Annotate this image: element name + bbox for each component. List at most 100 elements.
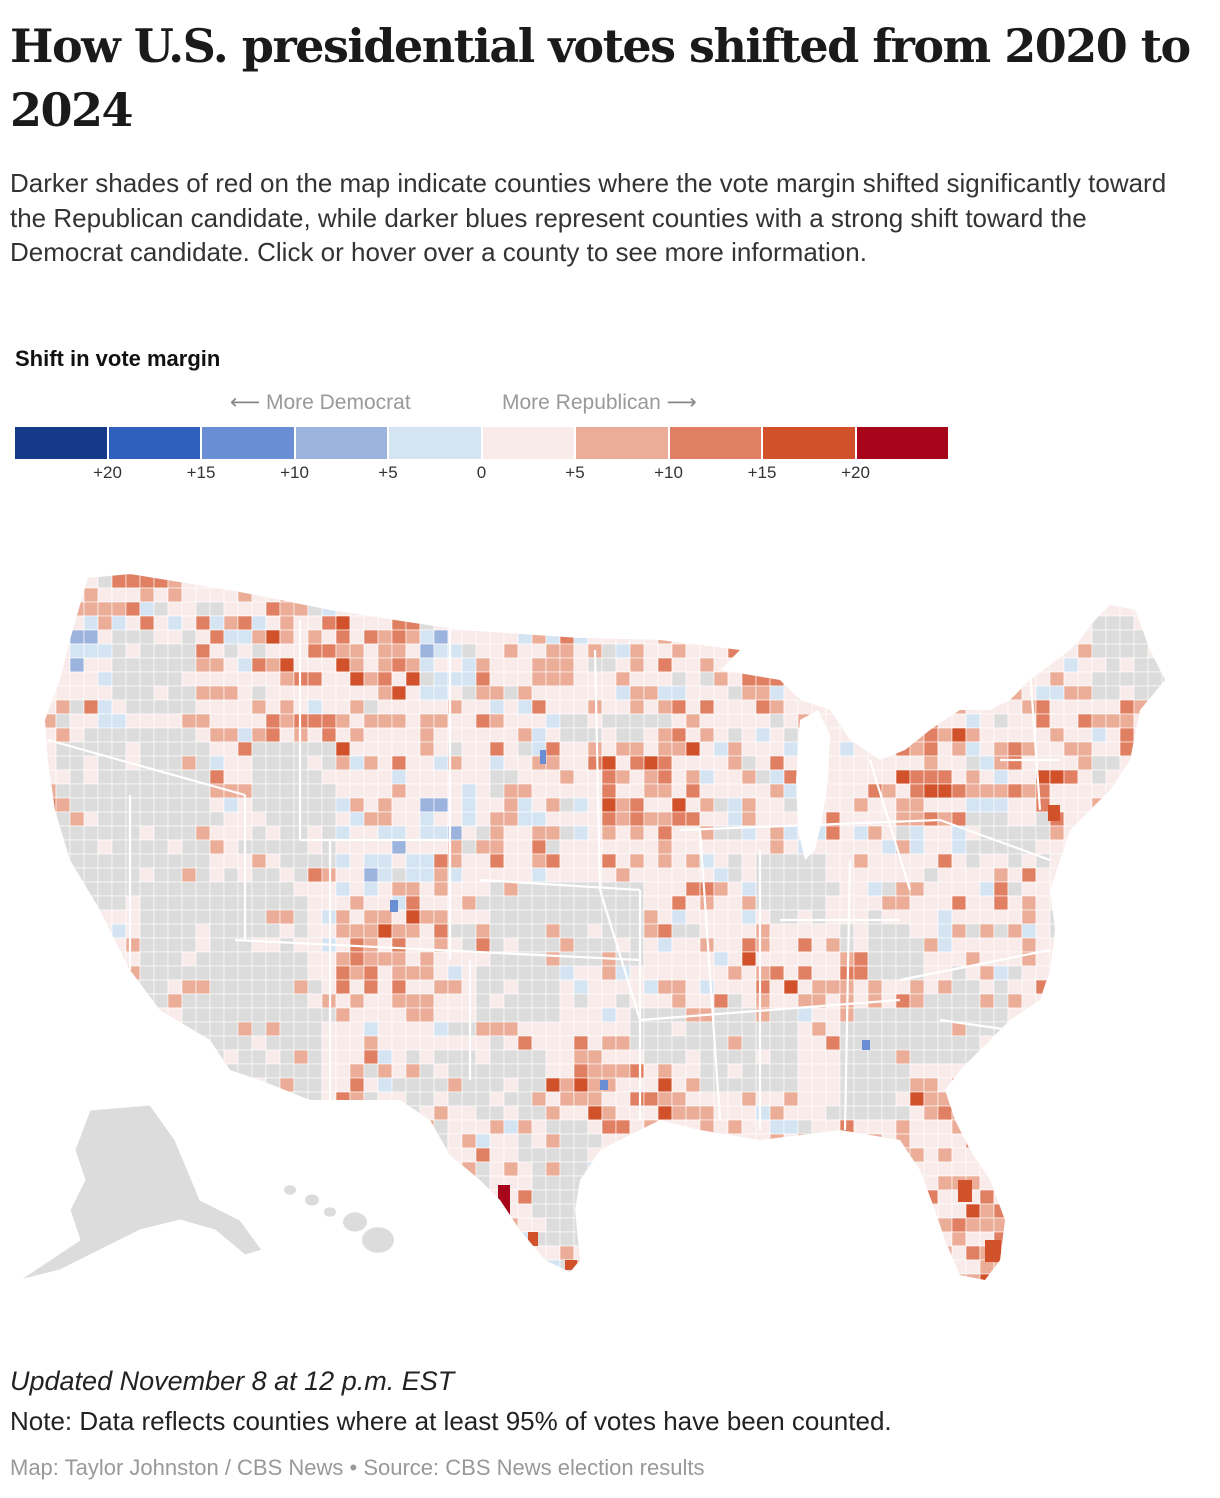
county[interactable] <box>1021 797 1037 813</box>
county[interactable] <box>727 615 743 631</box>
county[interactable] <box>1147 1007 1163 1023</box>
county[interactable] <box>545 783 561 799</box>
county[interactable] <box>979 657 995 673</box>
county[interactable] <box>685 1189 701 1205</box>
county[interactable] <box>153 895 169 911</box>
county[interactable] <box>83 615 99 631</box>
county[interactable] <box>14 1260 28 1274</box>
county[interactable] <box>1063 1203 1079 1219</box>
county[interactable] <box>1021 867 1037 883</box>
county[interactable] <box>601 1147 617 1163</box>
county[interactable] <box>559 867 575 883</box>
county[interactable] <box>615 601 631 617</box>
county[interactable] <box>237 560 253 575</box>
county[interactable] <box>335 1035 351 1051</box>
county[interactable] <box>28 686 42 700</box>
county[interactable] <box>28 868 42 882</box>
county[interactable] <box>503 574 519 589</box>
county[interactable] <box>643 741 659 757</box>
county[interactable] <box>993 797 1009 813</box>
county[interactable] <box>587 1133 603 1149</box>
county[interactable] <box>517 713 533 729</box>
county[interactable] <box>42 560 57 575</box>
county[interactable] <box>1049 965 1065 981</box>
county[interactable] <box>881 727 897 743</box>
county[interactable] <box>615 783 631 799</box>
county[interactable] <box>783 1007 799 1023</box>
county[interactable] <box>531 923 547 939</box>
county[interactable] <box>517 825 533 841</box>
county[interactable] <box>587 601 603 617</box>
county[interactable] <box>181 755 197 771</box>
county[interactable] <box>1077 685 1093 701</box>
county[interactable] <box>475 1189 491 1205</box>
county[interactable] <box>1035 574 1051 589</box>
county[interactable] <box>1147 727 1163 743</box>
county[interactable] <box>643 615 659 631</box>
county[interactable] <box>224 1288 238 1300</box>
county[interactable] <box>1092 1288 1106 1300</box>
county[interactable] <box>657 685 673 701</box>
county[interactable] <box>0 854 14 868</box>
county[interactable] <box>671 951 687 967</box>
county[interactable] <box>755 1147 771 1163</box>
county[interactable] <box>1049 1077 1065 1093</box>
county[interactable] <box>447 1035 463 1051</box>
county[interactable] <box>1147 923 1163 939</box>
county[interactable] <box>601 671 617 687</box>
county[interactable] <box>433 1203 449 1219</box>
county[interactable] <box>405 643 421 659</box>
county[interactable] <box>881 1119 897 1135</box>
county[interactable] <box>923 601 939 617</box>
county[interactable] <box>1021 1119 1037 1135</box>
county[interactable] <box>349 965 365 981</box>
county[interactable] <box>783 1217 799 1233</box>
county[interactable] <box>391 923 407 939</box>
county[interactable] <box>125 853 141 869</box>
county[interactable] <box>699 965 715 981</box>
county[interactable] <box>1063 713 1079 729</box>
county[interactable] <box>517 1007 533 1023</box>
county[interactable] <box>42 993 57 1009</box>
county[interactable] <box>853 1189 869 1205</box>
county[interactable] <box>531 657 547 673</box>
county[interactable] <box>125 1063 141 1079</box>
county[interactable] <box>1007 560 1023 575</box>
county[interactable] <box>937 993 953 1009</box>
county[interactable] <box>615 727 631 743</box>
county[interactable] <box>839 741 855 757</box>
county[interactable] <box>391 727 407 743</box>
county[interactable] <box>1021 1217 1037 1233</box>
county[interactable] <box>657 1021 673 1037</box>
county[interactable] <box>195 560 211 575</box>
county[interactable] <box>405 601 421 617</box>
county[interactable] <box>811 1091 827 1107</box>
county[interactable] <box>811 560 827 575</box>
county[interactable] <box>671 979 687 995</box>
county[interactable] <box>475 1091 491 1107</box>
county[interactable] <box>1021 895 1037 911</box>
county[interactable] <box>237 727 253 743</box>
county[interactable] <box>209 1077 225 1093</box>
county[interactable] <box>167 1077 183 1093</box>
county[interactable] <box>223 643 239 659</box>
county[interactable] <box>727 1105 743 1121</box>
county[interactable] <box>615 741 631 757</box>
county[interactable] <box>1190 1148 1204 1162</box>
county[interactable] <box>265 1119 281 1135</box>
county[interactable] <box>111 657 127 673</box>
county[interactable] <box>727 1063 743 1079</box>
county[interactable] <box>881 853 897 869</box>
county[interactable] <box>377 1091 393 1107</box>
county[interactable] <box>559 1245 575 1261</box>
county[interactable] <box>587 993 603 1009</box>
county[interactable] <box>69 560 85 575</box>
county[interactable] <box>685 713 701 729</box>
county[interactable] <box>531 895 547 911</box>
county[interactable] <box>545 587 561 603</box>
county[interactable] <box>741 1231 757 1247</box>
county[interactable] <box>461 685 477 701</box>
county[interactable] <box>853 671 869 687</box>
county[interactable] <box>55 629 71 645</box>
county[interactable] <box>1190 840 1204 854</box>
